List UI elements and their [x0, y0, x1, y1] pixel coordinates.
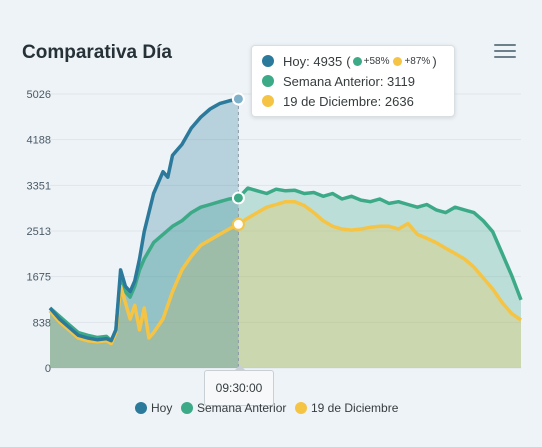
tooltip-semana-value: Semana Anterior: 3119 — [283, 73, 416, 89]
y-tick-label: 1675 — [27, 272, 51, 284]
menu-line — [494, 50, 516, 52]
crosshair-x-label: 09:30:00 — [204, 365, 274, 406]
tooltip-pct-diciembre: +87% — [404, 55, 431, 67]
tooltip-row-hoy: Hoy: 4935 ( +58% +87% ) — [262, 52, 437, 70]
legend-item-semana[interactable]: Semana Anterior — [181, 401, 286, 415]
diciembre-area — [50, 201, 521, 368]
diciembre-dot-icon — [262, 95, 274, 107]
legend-semana-dot-icon — [181, 402, 193, 414]
legend-item-hoy[interactable]: Hoy — [135, 401, 172, 415]
legend-semana-label: Semana Anterior — [197, 401, 287, 415]
chart-title: Comparativa Día — [22, 42, 172, 63]
semana-mini-dot-icon — [352, 56, 362, 66]
tooltip-diciembre-value: 19 de Diciembre: 2636 — [283, 93, 414, 109]
semana-marker — [231, 191, 245, 205]
tooltip-hoy-value: Hoy: 4935 — [283, 53, 343, 69]
tooltip-pct-semana: +58% — [363, 55, 390, 67]
tooltip-row-diciembre: 19 de Diciembre: 2636 — [262, 92, 414, 110]
semana-dot-icon — [262, 75, 274, 87]
menu-line — [494, 56, 516, 58]
y-tick-label: 0 — [45, 363, 51, 375]
legend-hoy-dot-icon — [135, 402, 147, 414]
legend-diciembre-dot-icon — [295, 402, 307, 414]
y-tick-label: 5026 — [27, 89, 51, 101]
y-tick-label: 3351 — [27, 180, 51, 192]
y-tick-label: 2513 — [27, 226, 51, 238]
tooltip-paren-close: ) — [432, 53, 437, 69]
hoy-line — [48, 97, 239, 343]
tooltip-paren-open: ( — [346, 53, 351, 69]
y-tick-label: 838 — [33, 317, 51, 329]
chart-legend: Hoy Semana Anterior 19 de Diciembre — [0, 401, 542, 417]
hoy-marker — [231, 92, 245, 106]
legend-diciembre-label: 19 de Diciembre — [311, 401, 399, 415]
legend-item-diciembre[interactable]: 19 de Diciembre — [295, 401, 398, 415]
diciembre-marker — [231, 217, 245, 231]
y-tick-label: 4188 — [27, 135, 51, 147]
hamburger-menu-icon[interactable] — [494, 44, 516, 60]
chart-tooltip: Hoy: 4935 ( +58% +87% ) Semana Anterior:… — [251, 45, 455, 117]
legend-hoy-label: Hoy — [151, 401, 173, 415]
diciembre-line — [48, 199, 522, 346]
diciembre-mini-dot-icon — [393, 56, 403, 66]
menu-line — [494, 44, 516, 46]
tooltip-row-semana: Semana Anterior: 3119 — [262, 72, 415, 90]
semana-area — [50, 188, 521, 368]
hoy-dot-icon — [262, 55, 274, 67]
